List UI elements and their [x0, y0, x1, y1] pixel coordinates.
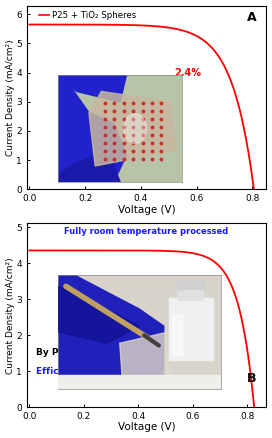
X-axis label: Voltage (V): Voltage (V): [118, 205, 175, 215]
Y-axis label: Current Density (mA/cm²): Current Density (mA/cm²): [5, 257, 15, 374]
Text: Fully room temperature processed: Fully room temperature processed: [64, 227, 229, 236]
X-axis label: Voltage (V): Voltage (V): [118, 422, 175, 432]
Text: B: B: [247, 372, 257, 385]
Legend: P25 + TiO₂ Spheres: P25 + TiO₂ Spheres: [36, 8, 140, 24]
Y-axis label: Current Density (mA/cm²): Current Density (mA/cm²): [5, 39, 15, 156]
Text: By Paint Brush: By Paint Brush: [36, 348, 112, 357]
Text: A: A: [247, 11, 257, 24]
Text: Efficiency 3%: Efficiency 3%: [36, 367, 104, 376]
Text: 2.4%: 2.4%: [174, 67, 201, 78]
